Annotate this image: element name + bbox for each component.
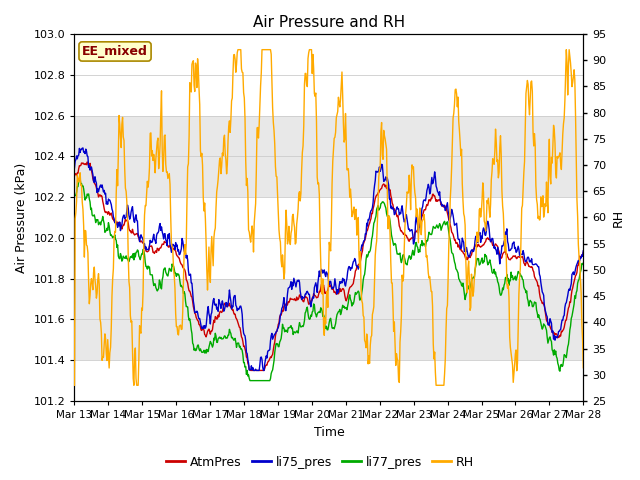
Legend: AtmPres, li75_pres, li77_pres, RH: AtmPres, li75_pres, li77_pres, RH [161, 451, 479, 474]
X-axis label: Time: Time [314, 426, 344, 439]
Title: Air Pressure and RH: Air Pressure and RH [253, 15, 405, 30]
Text: EE_mixed: EE_mixed [82, 45, 148, 58]
Y-axis label: Air Pressure (kPa): Air Pressure (kPa) [15, 162, 28, 273]
Y-axis label: RH: RH [612, 208, 625, 227]
Bar [74, 279, 583, 360]
Bar [74, 116, 583, 197]
